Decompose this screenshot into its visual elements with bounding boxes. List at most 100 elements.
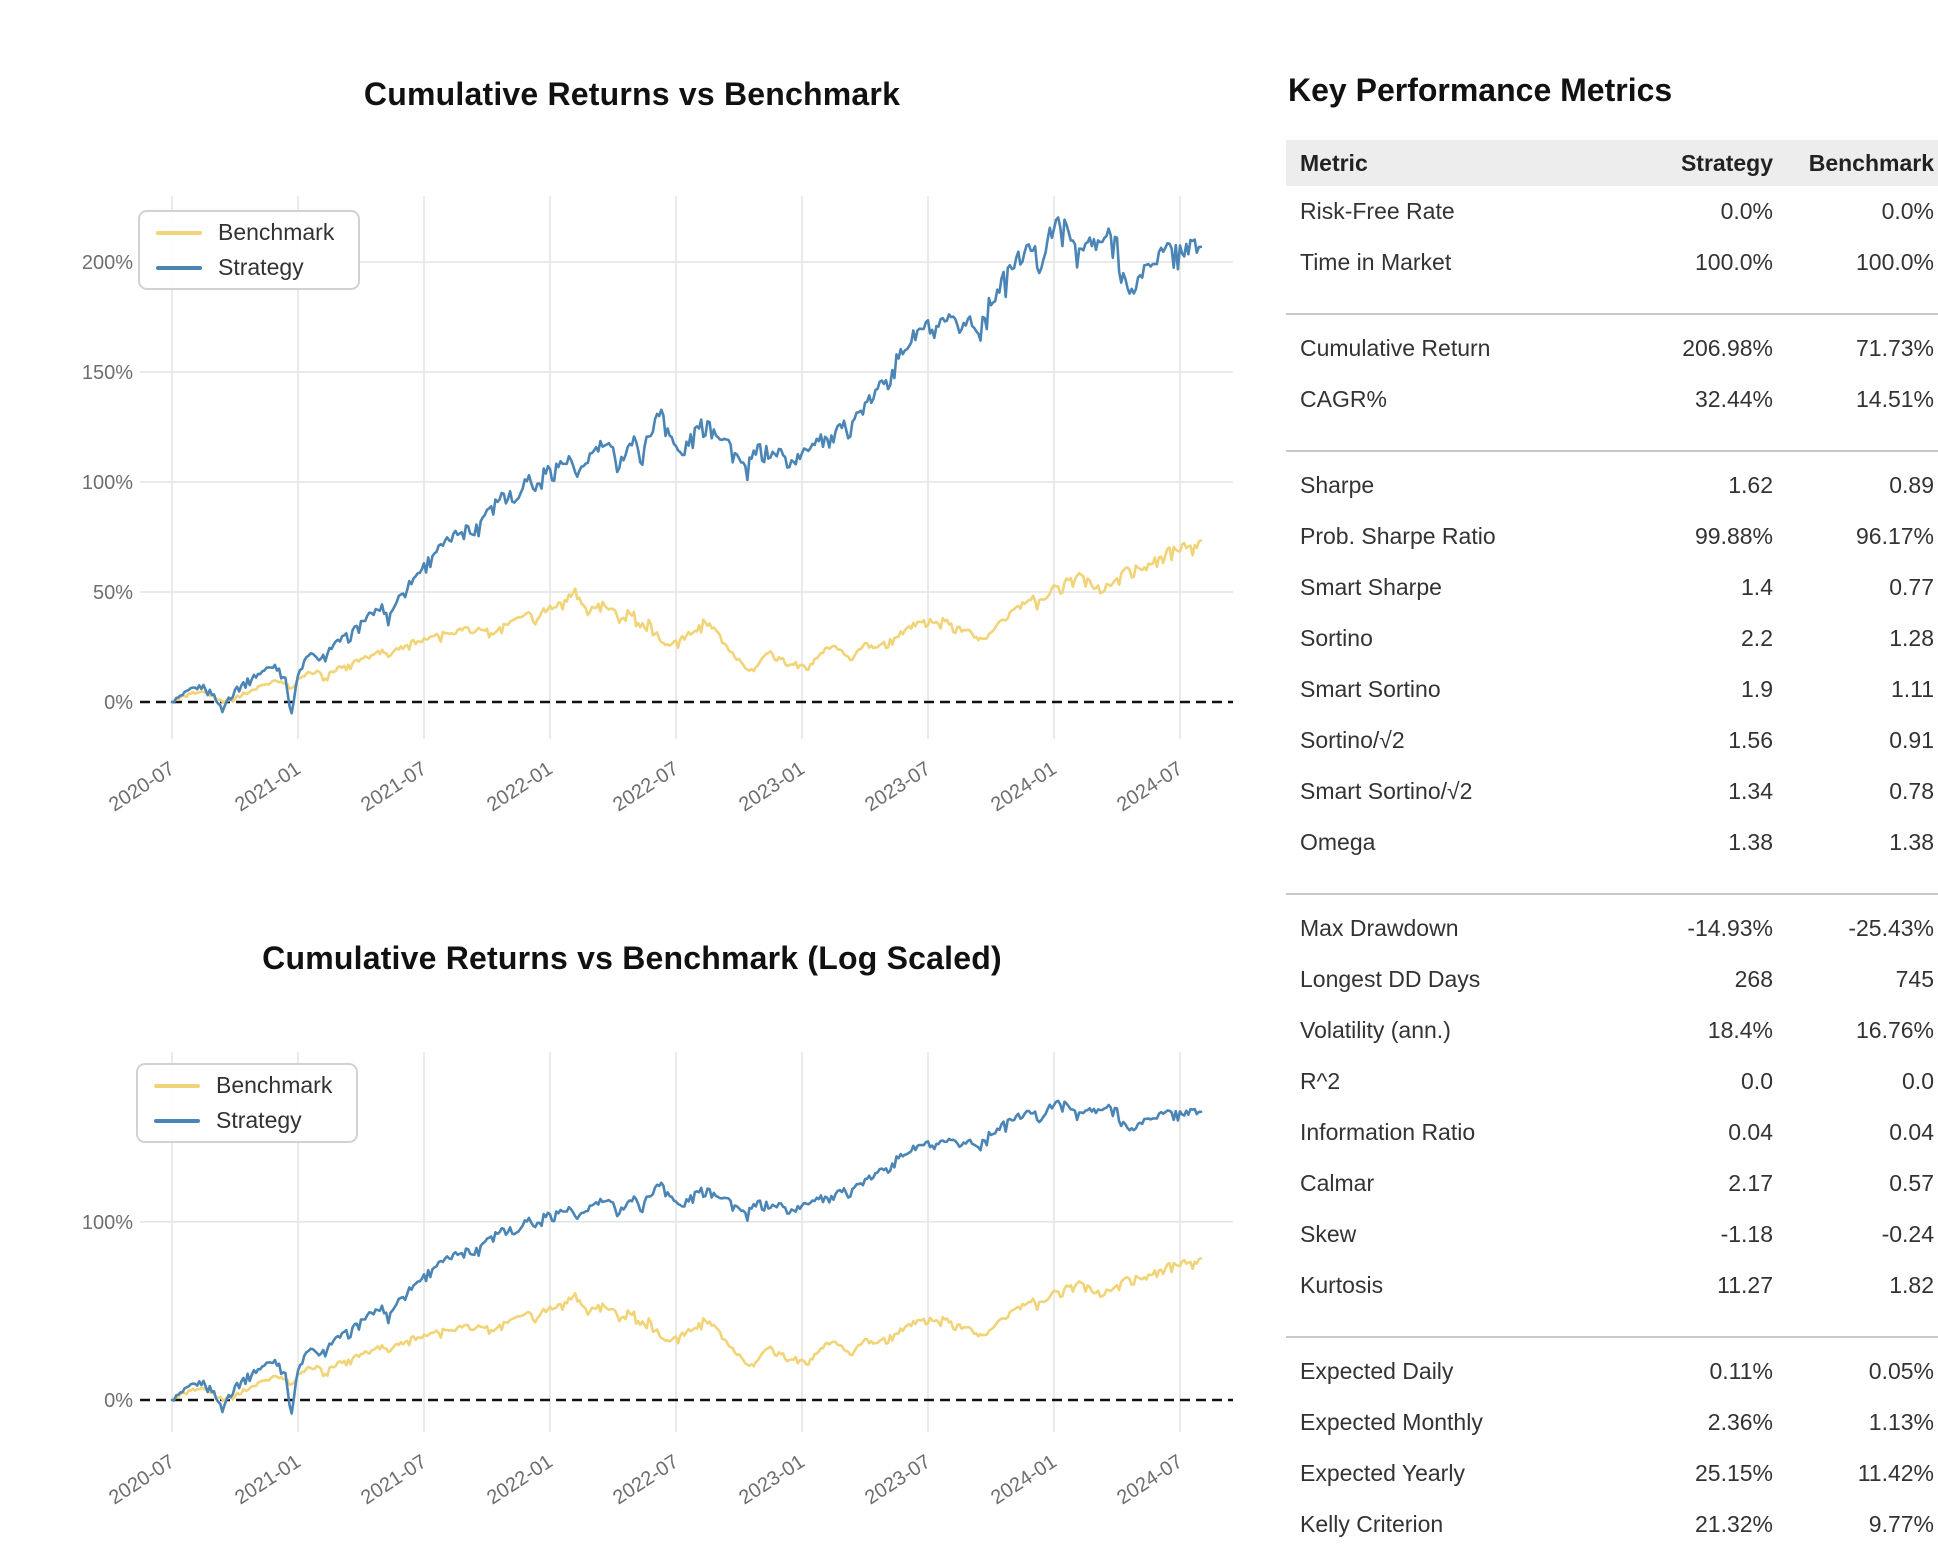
x-tick-label: 2024-07: [1113, 758, 1187, 816]
metric-row: Skew -1.18 -0.24: [1286, 1209, 1938, 1260]
x-tick-label: 2023-07: [861, 1451, 935, 1509]
x-tick-label: 2021-01: [231, 1451, 305, 1509]
metric-benchmark-value: 71.73%: [1855, 335, 1934, 361]
metric-label: Omega: [1300, 829, 1376, 855]
metric-row: Expected Daily 0.11% 0.05%: [1286, 1346, 1938, 1397]
metric-benchmark-value: -25.43%: [1848, 915, 1934, 941]
legend-label-benchmark: Benchmark: [216, 1072, 333, 1098]
metrics-header-row: Metric Strategy Benchmark: [1286, 140, 1938, 186]
metric-label: Time in Market: [1300, 249, 1452, 275]
metric-row: Risk-Free Rate 0.0% 0.0%: [1286, 186, 1938, 237]
metric-row: Sortino/√2 1.56 0.91: [1286, 715, 1938, 766]
metric-strategy-value: 0.04: [1728, 1119, 1773, 1145]
metric-benchmark-value: 0.91: [1889, 727, 1934, 753]
chart1-legend: Benchmark Strategy: [138, 210, 360, 290]
metric-strategy-value: 0.0: [1741, 1068, 1773, 1094]
metric-group-separator: [1286, 425, 1938, 460]
metric-benchmark-value: 16.76%: [1855, 1017, 1934, 1043]
metric-benchmark-value: 1.28: [1889, 625, 1934, 651]
x-tick-label: 2022-07: [609, 758, 683, 816]
metric-strategy-value: 1.62: [1728, 472, 1773, 498]
x-tick-label: 2022-07: [609, 1451, 683, 1509]
metric-label: Kelly Criterion: [1300, 1511, 1444, 1537]
benchmark-line: [170, 1257, 1203, 1402]
metric-strategy-value: 2.17: [1728, 1170, 1773, 1196]
metric-benchmark-value: -0.24: [1881, 1221, 1934, 1247]
metric-label: Sortino/√2: [1300, 727, 1405, 753]
metric-label: CAGR%: [1300, 386, 1387, 412]
metric-strategy-value: 268: [1734, 966, 1773, 992]
x-tick-label: 2022-01: [483, 1451, 557, 1509]
legend-label-strategy: Strategy: [216, 1107, 302, 1133]
x-tick-label: 2023-01: [735, 1451, 809, 1509]
x-tick-label: 2021-01: [231, 758, 305, 816]
x-tick-label: 2024-01: [987, 758, 1061, 816]
metric-strategy-value: 1.4: [1741, 574, 1773, 600]
metric-row: Expected Yearly 25.15% 11.42%: [1286, 1448, 1938, 1499]
metric-label: Volatility (ann.): [1300, 1017, 1451, 1043]
metric-row: R^2 0.0 0.0: [1286, 1056, 1938, 1107]
metric-row: Longest DD Days 268 745: [1286, 954, 1938, 1005]
legend-label-benchmark: Benchmark: [218, 219, 335, 245]
metric-benchmark-value: 0.89: [1889, 472, 1934, 498]
metric-strategy-value: 206.98%: [1682, 335, 1773, 361]
legend-item-benchmark: Benchmark: [154, 1072, 356, 1099]
x-tick-label: 2020-07: [105, 758, 179, 816]
y-tick-label: 100%: [82, 1212, 133, 1234]
y-tick-label: 50%: [93, 582, 133, 604]
metric-benchmark-value: 0.04: [1889, 1119, 1934, 1145]
metric-row: Smart Sharpe 1.4 0.77: [1286, 562, 1938, 613]
metric-label: Smart Sortino/√2: [1300, 778, 1473, 804]
metric-strategy-value: 18.4%: [1707, 1017, 1773, 1043]
metric-label: Expected Monthly: [1300, 1409, 1483, 1435]
chart2-legend: Benchmark Strategy: [136, 1063, 358, 1143]
benchmark-line-swatch-icon: [154, 1083, 200, 1088]
strategy-line-swatch-icon: [156, 265, 202, 270]
x-tick-label: 2021-07: [357, 758, 431, 816]
strategy-line: [170, 1099, 1203, 1415]
metric-label: Expected Yearly: [1300, 1460, 1465, 1486]
metric-label: Information Ratio: [1300, 1119, 1476, 1145]
y-tick-label: 200%: [82, 252, 133, 274]
metric-label: Expected Daily: [1300, 1358, 1454, 1384]
metric-row: Smart Sortino/√2 1.34 0.78: [1286, 766, 1938, 817]
column-header-metric: Metric: [1286, 140, 1588, 186]
legend-item-benchmark: Benchmark: [156, 219, 358, 246]
chart2-title: Cumulative Returns vs Benchmark (Log Sca…: [262, 940, 1002, 976]
metric-strategy-value: 1.38: [1728, 829, 1773, 855]
metric-row: Omega 1.38 1.38: [1286, 817, 1938, 868]
x-tick-label: 2021-07: [357, 1451, 431, 1509]
x-tick-label: 2020-07: [105, 1451, 179, 1509]
metric-strategy-value: 1.34: [1728, 778, 1773, 804]
metric-row: Max Drawdown -14.93% -25.43%: [1286, 903, 1938, 954]
metric-strategy-value: 25.15%: [1694, 1460, 1773, 1486]
metric-label: Skew: [1300, 1221, 1357, 1247]
strategy-line-swatch-icon: [154, 1118, 200, 1123]
column-header-strategy: Strategy: [1588, 140, 1773, 186]
chart1-title: Cumulative Returns vs Benchmark: [363, 76, 901, 112]
metric-benchmark-value: 11.42%: [1857, 1460, 1934, 1486]
x-tick-label: 2024-01: [987, 1451, 1061, 1509]
metric-row: Cumulative Return 206.98% 71.73%: [1286, 323, 1938, 374]
y-tick-label: 0%: [104, 1390, 133, 1412]
metric-label: Longest DD Days: [1300, 966, 1481, 992]
metric-benchmark-value: 1.82: [1889, 1272, 1934, 1298]
metrics-title: Key Performance Metrics: [1288, 72, 1673, 108]
metric-label: R^2: [1300, 1068, 1341, 1094]
metric-benchmark-value: 0.0%: [1881, 198, 1934, 224]
metric-row: Information Ratio 0.04 0.04: [1286, 1107, 1938, 1158]
metric-label: Risk-Free Rate: [1300, 198, 1455, 224]
metric-label: Smart Sortino: [1300, 676, 1441, 702]
metric-benchmark-value: 1.11: [1890, 676, 1934, 702]
metric-row: CAGR% 32.44% 14.51%: [1286, 374, 1938, 425]
metric-group-separator: [1286, 868, 1938, 903]
benchmark-line-swatch-icon: [156, 230, 202, 235]
metric-row: Time in Market 100.0% 100.0%: [1286, 237, 1938, 288]
metric-strategy-value: 2.2: [1741, 625, 1773, 651]
metric-strategy-value: 99.88%: [1694, 523, 1773, 549]
y-tick-label: 150%: [82, 362, 133, 384]
x-tick-label: 2023-07: [861, 758, 935, 816]
metric-strategy-value: 32.44%: [1694, 386, 1773, 412]
metric-row: Volatility (ann.) 18.4% 16.76%: [1286, 1005, 1938, 1056]
metric-strategy-value: 1.56: [1728, 727, 1773, 753]
